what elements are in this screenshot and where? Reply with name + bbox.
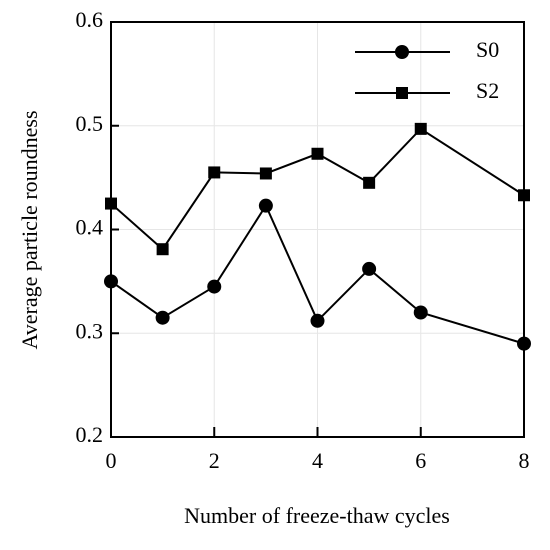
y-tick-label: 0.5: [76, 111, 104, 136]
x-axis-label: Number of freeze-thaw cycles: [184, 503, 450, 528]
x-tick-label: 8: [519, 448, 530, 473]
marker: [258, 198, 273, 213]
x-tick-label: 4: [312, 448, 323, 473]
legend-label: S0: [476, 37, 499, 62]
series-line: [110, 203, 525, 345]
x-tick-label: 0: [106, 448, 117, 473]
marker: [362, 261, 377, 276]
series-line: [110, 127, 525, 251]
y-tick-label: 0.6: [76, 7, 104, 32]
marker: [518, 189, 530, 202]
y-axis-label: Average particle roundness: [17, 110, 42, 349]
legend-marker: [396, 87, 408, 99]
marker: [259, 167, 272, 180]
y-tick-label: 0.4: [76, 215, 104, 240]
marker: [105, 197, 117, 210]
x-tick-label: 6: [415, 448, 426, 473]
y-tick-label: 0.2: [76, 422, 104, 447]
marker: [517, 336, 531, 351]
x-tick-label: 2: [209, 448, 220, 473]
legend-marker: [395, 45, 409, 59]
marker: [208, 166, 221, 179]
marker: [156, 243, 169, 256]
marker: [413, 305, 428, 320]
marker: [155, 310, 170, 325]
marker: [414, 122, 427, 135]
marker: [310, 313, 325, 328]
marker: [104, 274, 118, 289]
marker: [363, 176, 376, 189]
plot-frame: [110, 21, 525, 438]
marker: [311, 147, 324, 160]
marker: [207, 279, 222, 294]
y-tick-label: 0.3: [76, 318, 104, 343]
legend-label: S2: [476, 78, 499, 103]
